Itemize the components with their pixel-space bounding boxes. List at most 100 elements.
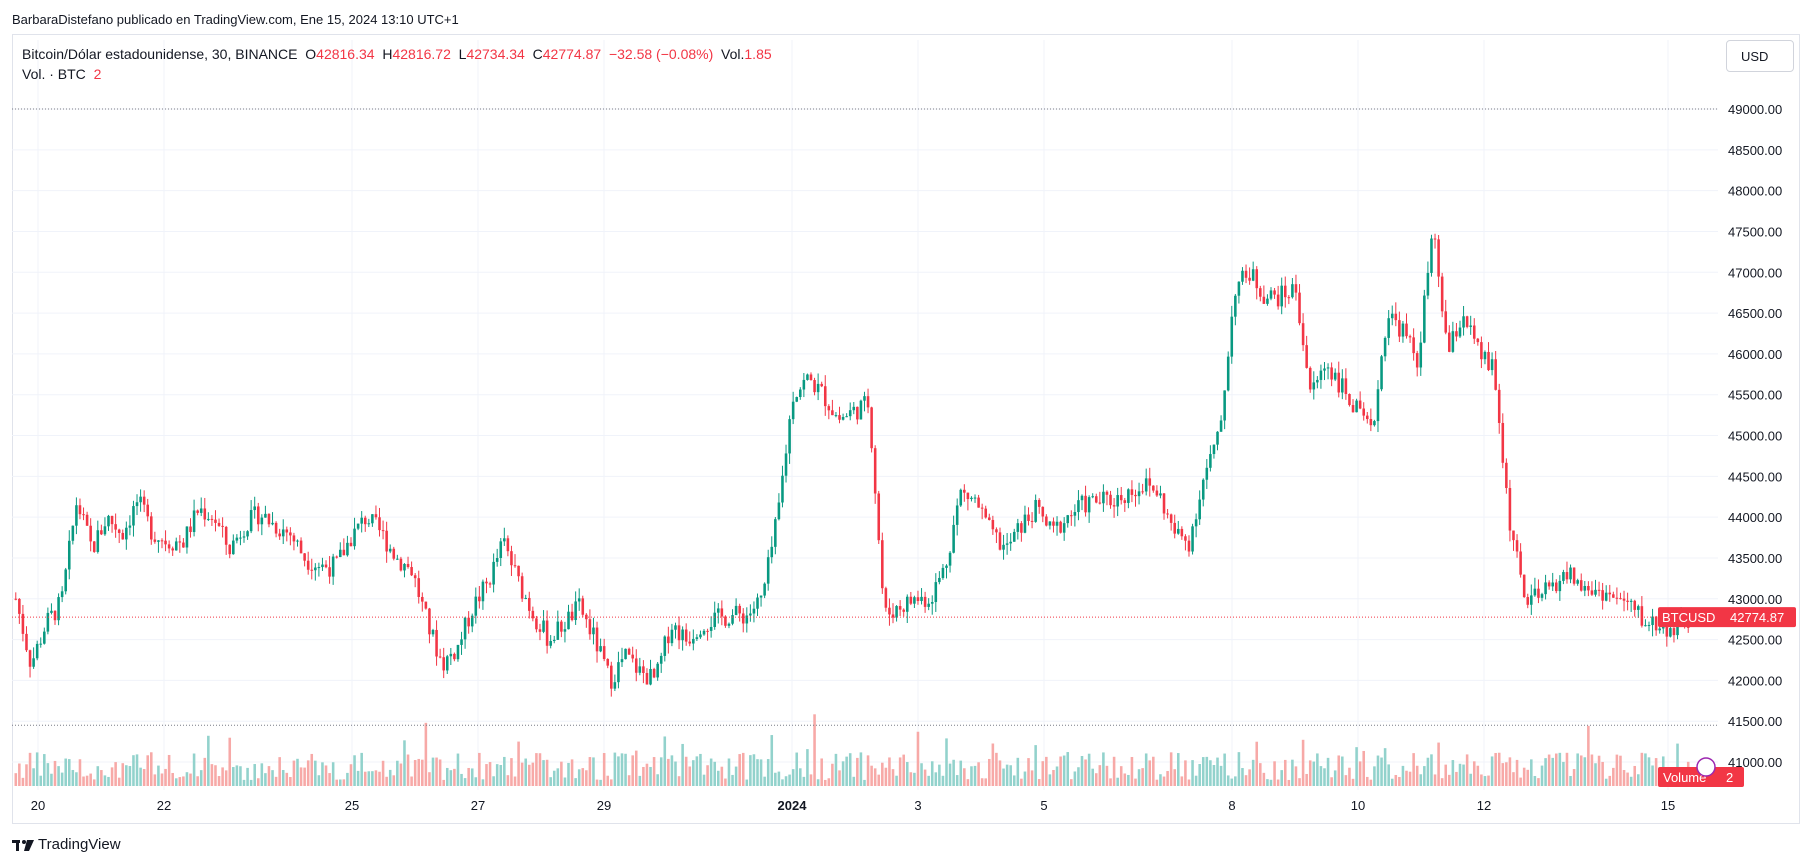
volume-bar: [1159, 774, 1162, 786]
volume-bar: [1027, 758, 1030, 786]
volume-bar: [617, 756, 620, 786]
volume-bar: [1301, 739, 1305, 786]
volume-bar: [321, 762, 324, 786]
candle-body: [474, 596, 478, 616]
volume-bar: [727, 758, 731, 786]
volume-bar: [481, 779, 485, 786]
candle-body: [959, 489, 963, 506]
candle-body: [1205, 467, 1209, 480]
price-tick-label: 47500.00: [1728, 224, 1782, 239]
candle-body: [1291, 284, 1294, 298]
candle-body: [1387, 318, 1390, 338]
candle-body: [920, 596, 923, 602]
candle-body: [888, 607, 891, 615]
volume-bar: [1002, 768, 1005, 786]
currency-button[interactable]: USD: [1726, 40, 1794, 72]
volume-bar: [353, 755, 356, 786]
candle-body: [182, 542, 185, 548]
candle-body: [371, 514, 374, 524]
volume-bar: [766, 759, 770, 786]
volume-bar: [631, 755, 634, 786]
candle-body: [1326, 367, 1330, 369]
volume-bar: [813, 714, 816, 786]
high-value: 42816.72: [392, 46, 451, 62]
candle-body: [1194, 519, 1198, 527]
volume-bar: [1579, 755, 1583, 786]
candle-body: [406, 563, 410, 568]
candle-body: [1558, 580, 1562, 592]
candle-body: [1266, 298, 1269, 304]
volume-bar: [806, 749, 809, 786]
candle-body: [1380, 356, 1383, 390]
candle-body: [866, 396, 870, 408]
candle-body: [756, 597, 759, 609]
candle-body: [1009, 541, 1012, 544]
volume-bar: [25, 764, 28, 786]
candle-body: [1077, 500, 1080, 513]
candle-body: [724, 616, 727, 626]
candle-body: [1355, 400, 1358, 413]
volume-bar: [1219, 765, 1223, 786]
volume-bar: [1597, 755, 1601, 786]
candle-body: [360, 517, 363, 524]
candle-body: [845, 416, 848, 418]
volume-bar: [795, 752, 799, 786]
volume-bar: [1512, 772, 1515, 786]
volume-bar: [741, 752, 745, 786]
candle-body: [431, 629, 435, 635]
candle-body: [827, 406, 831, 411]
candle-body: [1415, 353, 1419, 368]
volume-bar: [392, 775, 396, 786]
volume-bar: [1234, 776, 1237, 786]
volume-bar: [292, 760, 296, 786]
volume-bar: [1341, 756, 1344, 786]
volume-bar: [963, 768, 966, 786]
volume-bar: [1676, 743, 1679, 786]
candle-body: [870, 407, 873, 449]
volume-bar: [1433, 774, 1437, 786]
volume-bar: [563, 777, 567, 786]
volume-bar: [1191, 760, 1194, 786]
brand-name: TradingView: [38, 836, 121, 853]
volume-bar: [513, 776, 517, 786]
candle-body: [1476, 338, 1480, 343]
volume-bar: [125, 765, 128, 786]
symbol-name: Bitcoin/Dólar estadounidense, 30, BINANC…: [22, 46, 298, 62]
candle-body: [1152, 485, 1155, 491]
volume-bar: [1077, 767, 1080, 786]
volume-bar: [1144, 753, 1148, 786]
candle-body: [449, 653, 453, 657]
candle-body: [1437, 239, 1440, 277]
volume-bar: [89, 773, 92, 786]
volume-bar: [859, 752, 863, 786]
candle-body: [652, 668, 656, 678]
candle-body: [1134, 494, 1137, 497]
volume-bar: [966, 779, 970, 786]
open-value: 42816.34: [316, 46, 375, 62]
volume-bar: [823, 779, 827, 786]
candle-body: [585, 614, 588, 620]
volume-bar: [1651, 765, 1654, 786]
candle-body: [1226, 356, 1230, 391]
candle-body: [100, 530, 103, 535]
candle-body: [1644, 625, 1647, 627]
volume-bar: [1269, 779, 1273, 786]
replay-marker-icon[interactable]: [1696, 757, 1716, 777]
candle-body: [531, 610, 535, 619]
candle-body: [1230, 316, 1234, 357]
candle-body: [53, 610, 57, 621]
volume-bar: [396, 760, 399, 786]
candle-body: [1262, 296, 1266, 304]
price-axis: 49000.00 48500.00 48000.00 47500.00 47000.00…: [1728, 102, 1782, 770]
volume-bar: [709, 758, 713, 786]
volume-bar: [898, 757, 902, 786]
candle-body: [716, 608, 720, 613]
volume-bar: [1390, 778, 1394, 786]
volume-bar: [146, 755, 150, 786]
candle-body: [57, 597, 60, 621]
candle-body: [806, 374, 809, 380]
candle-body: [1433, 238, 1437, 240]
candle-body: [970, 497, 973, 500]
volume-bar: [1308, 760, 1312, 786]
